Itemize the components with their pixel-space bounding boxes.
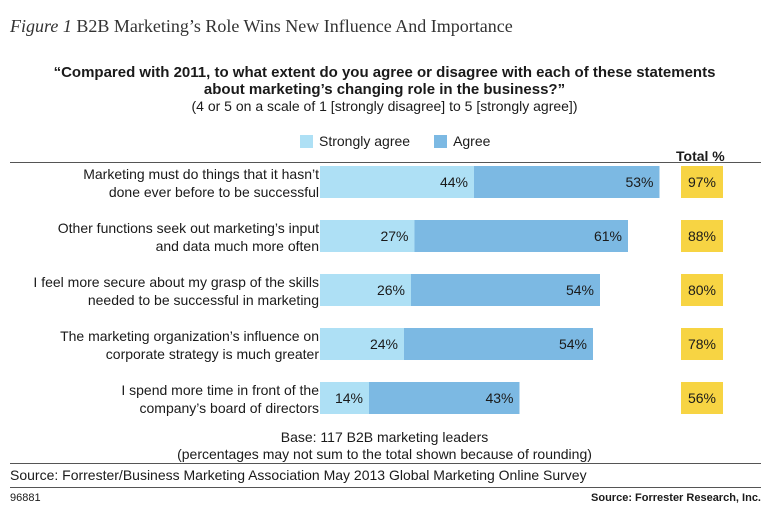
bar-agree [411, 274, 600, 306]
legend-item-strongly-agree: Strongly agree [300, 133, 410, 149]
row-label-line: Other functions seek out marketing’s inp… [57, 220, 319, 236]
data-label-agree: 61% [594, 228, 622, 244]
base-note: Base: 117 B2B marketing leaders (percent… [0, 429, 769, 463]
total-value: 97% [681, 166, 723, 198]
bar-agree [414, 220, 628, 252]
bar-strongly-agree [320, 166, 474, 198]
row-label-line: Marketing must do things that it hasn’t [83, 166, 319, 182]
row-label-line: The marketing organization’s influence o… [60, 328, 319, 344]
base-line-1: Base: 117 B2B marketing leaders [280, 429, 489, 445]
data-label-strongly-agree: 27% [380, 228, 408, 244]
total-value: 80% [681, 274, 723, 306]
row-label-line: company’s board of directors [139, 400, 320, 416]
row-label: Marketing must do things that it hasn’t d… [0, 165, 319, 201]
rule-top [10, 162, 761, 163]
bar-strongly-agree [320, 274, 411, 306]
data-label-strongly-agree: 24% [370, 336, 398, 352]
bar-agree [404, 328, 593, 360]
row-label-line: corporate strategy is much greater [105, 346, 319, 362]
survey-source: Source: Forrester/Business Marketing Ass… [10, 467, 587, 483]
figure-id: 96881 [10, 492, 41, 504]
row-label: The marketing organization’s influence o… [0, 327, 319, 363]
row-label: Other functions seek out marketing’s inp… [0, 219, 319, 255]
row-label-line: needed to be successful in marketing [87, 292, 319, 308]
row-label-line: I spend more time in front of the [121, 382, 319, 398]
survey-question: “Compared with 2011, to what extent do y… [0, 64, 769, 98]
question-line-2: about marketing’s changing role in the b… [203, 81, 566, 98]
figure-title: Figure 1 B2B Marketing’s Role Wins New I… [10, 16, 513, 37]
bar-strongly-agree [320, 220, 415, 252]
bar-agree [369, 382, 520, 414]
scale-note: (4 or 5 on a scale of 1 [strongly disagr… [191, 98, 578, 114]
data-label-strongly-agree: 14% [335, 390, 363, 406]
base-line-2: (percentages may not sum to the total sh… [177, 446, 592, 462]
bar-strongly-agree [320, 382, 369, 414]
total-value: 56% [681, 382, 723, 414]
bar-strongly-agree [320, 328, 404, 360]
data-label-agree: 54% [559, 336, 587, 352]
data-label-agree: 53% [625, 174, 653, 190]
total-header: Total % [676, 148, 725, 164]
row-label-line: I feel more secure about my grasp of the… [33, 274, 319, 290]
row-label: I feel more secure about my grasp of the… [0, 273, 319, 309]
data-label-agree: 43% [485, 390, 513, 406]
legend-swatch-agree [434, 134, 448, 148]
total-value: 88% [681, 220, 723, 252]
bar-agree [474, 166, 660, 198]
row-label-line: done ever before to be successful [108, 184, 319, 200]
rule-footer [10, 487, 761, 488]
data-label-strongly-agree: 26% [377, 282, 405, 298]
legend-item-agree: Agree [434, 133, 490, 149]
legend-label-agree: Agree [453, 133, 491, 149]
data-label-agree: 54% [566, 282, 594, 298]
row-label-line: and data much more often [155, 238, 319, 254]
rule-source [10, 463, 761, 464]
total-value: 78% [681, 328, 723, 360]
figure-title-text: B2B Marketing’s Role Wins New Influence … [76, 16, 513, 36]
footer-source: Source: Forrester Research, Inc. [591, 492, 761, 504]
data-label-strongly-agree: 44% [440, 174, 468, 190]
legend-label-strongly-agree: Strongly agree [319, 133, 411, 149]
legend-swatch-strongly-agree [300, 134, 313, 148]
question-line-1: “Compared with 2011, to what extent do y… [53, 64, 716, 81]
row-label: I spend more time in front of the company… [0, 381, 319, 417]
figure-number: Figure 1 [10, 16, 72, 36]
chart-legend: Strongly agree Agree [300, 133, 514, 149]
